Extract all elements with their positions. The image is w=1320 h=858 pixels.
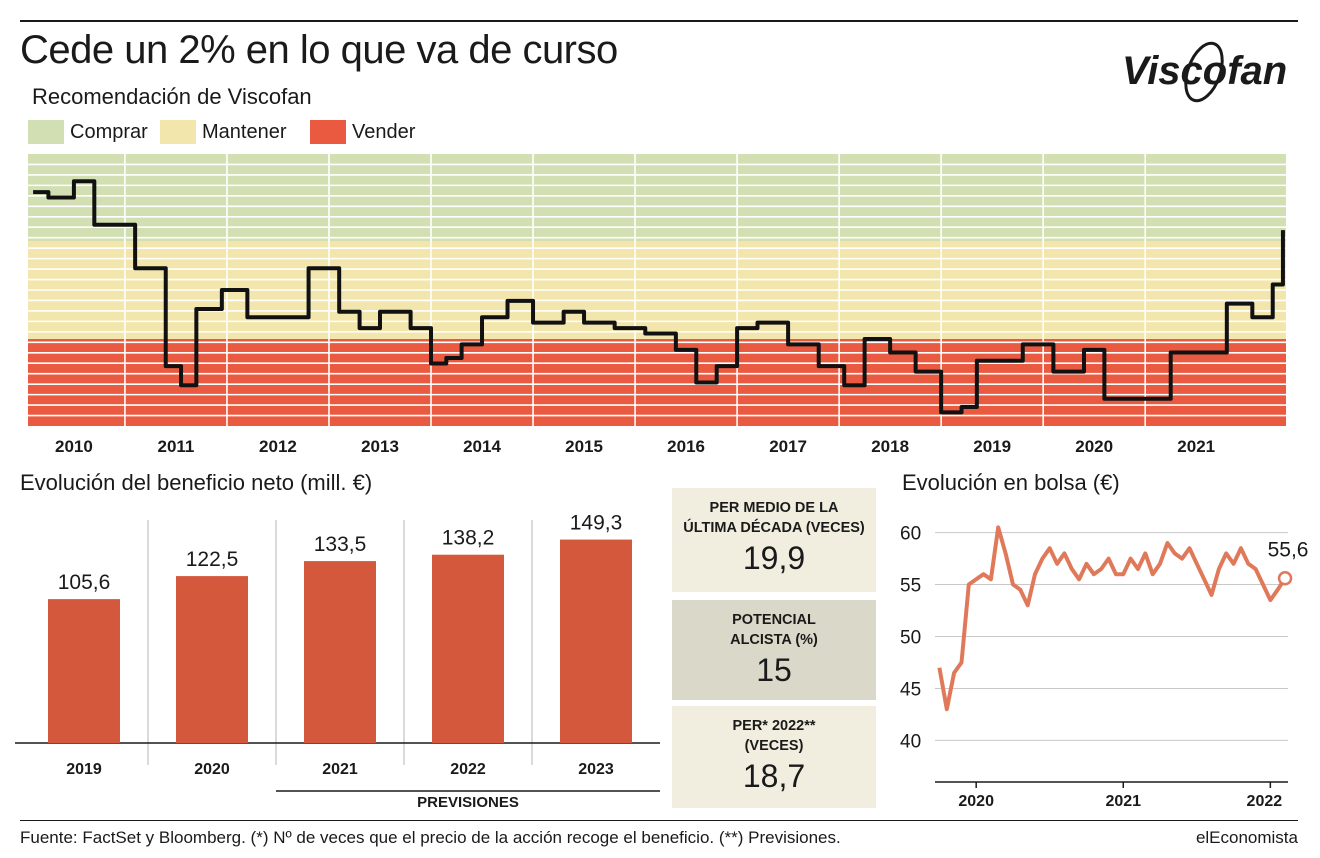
bar-category-label: 2023 xyxy=(578,761,614,778)
stat-value-per-2022: 18,7 xyxy=(742,758,806,794)
beneficio-bar-chart: 105,6 2019 122,5 2020 133,5 2021 138,2 2022 149,… xyxy=(15,512,660,811)
price-line xyxy=(937,525,1287,712)
viscofan-logo: Viscofan xyxy=(1122,41,1287,103)
x-tick-label: 2017 xyxy=(769,437,807,456)
legend-label-vender: Vender xyxy=(352,120,416,143)
x-tick-label: 2021 xyxy=(1177,437,1215,456)
bar-value-label: 122,5 xyxy=(186,548,239,571)
bar-value-label: 149,3 xyxy=(570,512,623,535)
bar-category-label: 2021 xyxy=(322,761,358,778)
price-chart-title: Evolución en bolsa (€) xyxy=(902,470,1120,495)
stat-box-potencial: POTENCIAL ALCISTA (%) 15 xyxy=(672,600,876,700)
legend-swatch-mantener xyxy=(160,120,196,144)
top-rule xyxy=(20,20,1298,22)
source-note: Fuente: FactSet y Bloomberg. (*) Nº de v… xyxy=(20,828,841,847)
y-tick-label: 55 xyxy=(900,576,921,597)
x-tick-label: 2015 xyxy=(565,437,603,456)
y-tick-label: 60 xyxy=(900,524,921,545)
stat-label-per-medio: PER MEDIO DE LA ÚLTIMA DÉCADA (VECES) xyxy=(683,500,865,536)
bar-2019 xyxy=(48,599,120,743)
legend-label-comprar: Comprar xyxy=(70,120,148,143)
x-tick-label: 2013 xyxy=(361,437,399,456)
legend-swatch-comprar xyxy=(28,120,64,144)
footer-brand: elEconomista xyxy=(1195,828,1298,847)
bar-chart-title: Evolución del beneficio neto (mill. €) xyxy=(20,470,373,495)
page-subtitle: Recomendación de Viscofan xyxy=(32,84,312,109)
legend-swatch-vender xyxy=(310,120,346,144)
y-tick-label: 40 xyxy=(900,731,921,752)
x-tick-label: 2019 xyxy=(973,437,1011,456)
bar-value-label: 105,6 xyxy=(58,571,111,594)
x-tick-label: 2012 xyxy=(259,437,297,456)
legend-item-vender: Vender xyxy=(310,119,415,145)
bar-category-label: 2020 xyxy=(194,761,230,778)
legend-item-mantener: Mantener xyxy=(160,119,287,145)
stat-value-per-medio: 19,9 xyxy=(742,540,806,576)
bar-category-label: 2019 xyxy=(66,761,102,778)
bar-2020 xyxy=(176,576,248,743)
bar-value-label: 138,2 xyxy=(442,527,495,550)
x-tick-label: 2022 xyxy=(1247,793,1283,810)
bar-value-label: 133,5 xyxy=(314,533,367,556)
bar-2023 xyxy=(560,539,632,743)
bar-2021 xyxy=(304,561,376,743)
x-tick-label: 2021 xyxy=(1105,793,1141,810)
legend-item-comprar: Comprar xyxy=(28,119,148,145)
bar-category-label: 2022 xyxy=(450,761,486,778)
x-tick-label: 2016 xyxy=(667,437,705,456)
x-tick-label: 2011 xyxy=(157,437,194,456)
stat-box-per-medio: PER MEDIO DE LA ÚLTIMA DÉCADA (VECES) 19… xyxy=(672,488,876,592)
footer-rule xyxy=(20,820,1298,821)
previsiones-label: PREVISIONES xyxy=(417,794,519,811)
stat-box-per-2022: PER* 2022** (VECES) 18,7 xyxy=(672,706,876,808)
x-tick-label: 2020 xyxy=(1075,437,1113,456)
bolsa-line-chart: 40 45 50 55 60 2020 2021 2022 55,6 xyxy=(900,524,1309,810)
recommendation-chart: 2010 2011 2012 2013 2014 2015 2016 2017 2018 2019… xyxy=(28,154,1286,456)
recommendation-line xyxy=(33,179,1285,415)
x-tick-label: 2014 xyxy=(463,437,501,456)
y-tick-label: 45 xyxy=(900,679,921,700)
legend-label-mantener: Mantener xyxy=(202,120,287,143)
x-tick-label: 2020 xyxy=(958,793,994,810)
page-title: Cede un 2% en lo que va de curso xyxy=(20,28,618,72)
brand-logo-text: Viscofan xyxy=(1122,49,1287,93)
stat-value-potencial: 15 xyxy=(756,652,792,688)
last-price-marker xyxy=(1277,571,1293,586)
bar-2022 xyxy=(432,554,504,743)
x-tick-label: 2018 xyxy=(871,437,909,456)
stat-label-per-2022: PER* 2022** (VECES) xyxy=(732,718,816,754)
x-tick-label: 2010 xyxy=(55,437,93,456)
logo-swirl-icon xyxy=(1184,41,1224,103)
stat-label-potencial: POTENCIAL ALCISTA (%) xyxy=(730,612,818,648)
last-price-label: 55,6 xyxy=(1268,538,1309,561)
y-tick-label: 50 xyxy=(900,628,921,649)
